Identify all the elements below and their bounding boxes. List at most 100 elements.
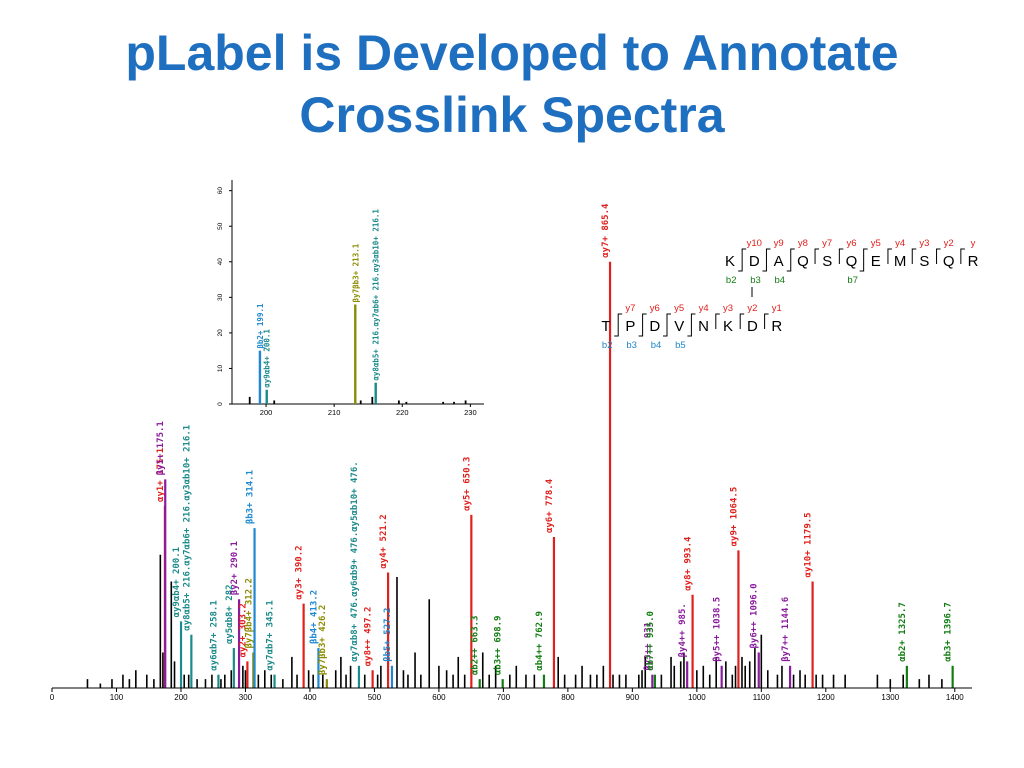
residue: Q: [846, 253, 858, 270]
residue: V: [674, 318, 684, 335]
x-tick-label: 200: [174, 693, 188, 702]
peak-label: βy7++ 1144.6: [781, 597, 791, 662]
x-tick-label: 1100: [753, 693, 771, 702]
peak-label: αy8+ 993.4: [684, 536, 694, 591]
residue: D: [649, 318, 660, 335]
inset-y-tick-label: 10: [217, 364, 224, 372]
peak-label: βy2+ 290.1: [230, 541, 240, 595]
y-ion-label: y9: [774, 238, 784, 249]
fragment-break: [638, 313, 647, 337]
b-ion-label: b5: [675, 340, 686, 351]
fragment-break: [936, 248, 941, 264]
y-ion-label: y4: [699, 303, 709, 314]
peak-label: αy5+ 650.3: [462, 457, 472, 511]
y-ion-label: y1: [772, 303, 782, 314]
slide-title-line1: pLabel is Developed to Annotate: [125, 25, 899, 81]
residue: R: [771, 318, 782, 335]
fragment-break: [738, 248, 747, 272]
peak-label: αy5αb8+ 282: [225, 584, 235, 644]
peak-label: αy9αb4+ 200.1: [172, 547, 182, 617]
residue: S: [919, 253, 929, 270]
fragment-break: [838, 248, 844, 264]
inset-x-tick-label: 220: [396, 408, 409, 417]
residue: T: [601, 318, 610, 335]
fragment-break: [786, 248, 795, 272]
peak-label: βy1+ 175.1: [156, 421, 166, 475]
fragment-break: [762, 248, 771, 272]
b-ion-label: b7: [847, 275, 858, 286]
y-ion-label: y7: [625, 303, 635, 314]
y-ion-label: y4: [895, 238, 905, 249]
peak-label: αy8++ 497.2: [364, 607, 374, 667]
peak-label: αy2+ 303.2: [238, 603, 248, 657]
fragment-break: [764, 313, 769, 329]
fragment-break: [887, 248, 892, 264]
y-ion-label: y2: [747, 303, 757, 314]
peak-label: αy10+ 1179.5: [804, 512, 814, 577]
b-ion-label: b4: [651, 340, 662, 351]
fragment-break: [960, 248, 965, 264]
inset-peak-label: βb2+ 199.1: [256, 303, 265, 349]
residue: Q: [797, 253, 809, 270]
inset-y-tick-label: 20: [217, 329, 224, 337]
inset-y-tick-label: 0: [217, 402, 224, 406]
y-ion-label: y: [971, 238, 976, 249]
peak-label: αy1+ 175.1: [156, 448, 166, 502]
peak-label: αy8αb5+ 216.αy7αb6+ 216.αy3αb10+ 216.1: [182, 425, 192, 631]
y-ion-label: y10: [747, 238, 762, 249]
peak-label: αb3++ 698.9: [494, 616, 504, 676]
peak-label: βy5++ 1038.5: [713, 597, 723, 662]
residue: A: [774, 253, 784, 270]
fragment-break: [687, 313, 696, 337]
y-ion-label: y7: [822, 238, 832, 249]
y-ion-label: y2: [944, 238, 954, 249]
peak-label: αb3+ 1396.7: [944, 602, 954, 662]
x-tick-label: 700: [497, 693, 511, 702]
peak-label: βy7βb3+ 426.2: [318, 605, 328, 675]
x-tick-label: 1300: [881, 693, 899, 702]
slide-title-line2: Crosslink Spectra: [299, 87, 725, 143]
b-ion-label: b3: [626, 340, 637, 351]
peak-label: αb7++ 935.0: [646, 611, 656, 671]
fragment-break: [739, 313, 745, 329]
y-ion-label: y3: [919, 238, 929, 249]
peak-label: αb2++ 663.3: [471, 616, 481, 676]
fragment-break: [911, 248, 917, 264]
x-tick-label: 0: [50, 693, 55, 702]
b-ion-label: b2: [726, 275, 737, 286]
residue: S: [822, 253, 832, 270]
x-tick-label: 900: [626, 693, 640, 702]
x-tick-label: 400: [303, 693, 317, 702]
y-ion-label: y6: [650, 303, 660, 314]
peak-label: βb5+ 527.2: [383, 608, 393, 662]
fragment-break: [715, 313, 720, 329]
slide-title: pLabel is Developed to Annotate Crosslin…: [0, 22, 1024, 146]
x-tick-label: 500: [368, 693, 382, 702]
residue: P: [625, 318, 635, 335]
inset-y-tick-label: 50: [217, 222, 224, 230]
peak-label: βy3++ 931: [643, 622, 653, 671]
peak-label: αy3+ 390.2: [295, 545, 305, 599]
peak-label: αb2+ 1325.7: [898, 602, 908, 662]
inset-y-tick-label: 30: [217, 293, 224, 301]
peak-label: αy9+ 1064.5: [729, 487, 739, 547]
inset-y-tick-label: 40: [217, 258, 224, 266]
inset-background: [226, 172, 490, 422]
fragment-break: [814, 248, 820, 264]
inset-x-tick-label: 210: [328, 408, 341, 417]
residue: E: [871, 253, 881, 270]
residue: D: [749, 253, 760, 270]
peak-label: αy6+ 778.4: [545, 478, 555, 533]
residue: K: [725, 253, 735, 270]
x-tick-label: 800: [561, 693, 575, 702]
peak-label: αb4++ 762.9: [535, 611, 545, 671]
peak-label: βb3+ 314.1: [246, 470, 256, 524]
inset-x-tick-label: 230: [464, 408, 477, 417]
zoom-inset: 0 10 20 30 40 50 60 200 210 220 230 βb2+ 199.1αy9αb…: [217, 172, 490, 422]
fragment-break: [663, 313, 671, 337]
y-ion-label: y8: [798, 238, 808, 249]
